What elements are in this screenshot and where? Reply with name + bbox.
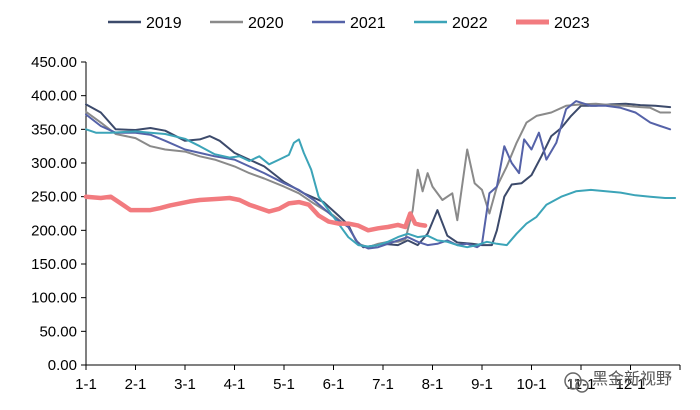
legend-label-2019: 2019 — [146, 15, 182, 32]
watermark: 黑金新视野 — [564, 369, 672, 393]
x-tick-label: 2-1 — [125, 376, 147, 393]
series-layer — [83, 100, 677, 250]
x-tick-label: 5-1 — [273, 376, 295, 393]
series-line-2023 — [83, 194, 428, 233]
x-tick-label: 3-1 — [174, 376, 196, 393]
x-tick-label: 4-1 — [224, 376, 246, 393]
x-tick-label: 6-1 — [323, 376, 345, 393]
y-tick-label: 0.00 — [48, 357, 77, 374]
x-tick-label: 10-1 — [516, 376, 546, 393]
series-line-2019 — [85, 102, 672, 249]
x-tick-label: 8-1 — [422, 376, 444, 393]
y-tick-label: 200.00 — [31, 222, 77, 239]
y-tick-label: 350.00 — [31, 121, 77, 138]
x-tick-label: 7-1 — [372, 376, 394, 393]
series-line-2021 — [85, 100, 672, 250]
watermark-text: 黑金新视野 — [592, 369, 672, 388]
x-tick-label: 12-1 — [615, 376, 645, 393]
y-tick-label: 450.00 — [31, 54, 77, 71]
y-tick-label: 250.00 — [31, 189, 77, 206]
series-line-2022 — [85, 128, 677, 249]
y-tick-label: 400.00 — [31, 88, 77, 105]
series-line-2020 — [85, 102, 672, 249]
legend-label-2020: 2020 — [248, 15, 284, 32]
x-tick-label: 9-1 — [471, 376, 493, 393]
legend-label-2022: 2022 — [452, 15, 488, 32]
x-tick-label: 1-1 — [75, 376, 97, 393]
y-tick-label: 50.00 — [39, 323, 77, 340]
legend-label-2023: 2023 — [554, 15, 590, 32]
y-tick-label: 150.00 — [31, 256, 77, 273]
y-tick-label: 300.00 — [31, 155, 77, 172]
y-tick-label: 100.00 — [31, 290, 77, 307]
legend-label-2021: 2021 — [350, 15, 386, 32]
wechat-icon — [564, 372, 589, 393]
legend: 2019 2020 2021 2022 2023 — [108, 15, 590, 32]
